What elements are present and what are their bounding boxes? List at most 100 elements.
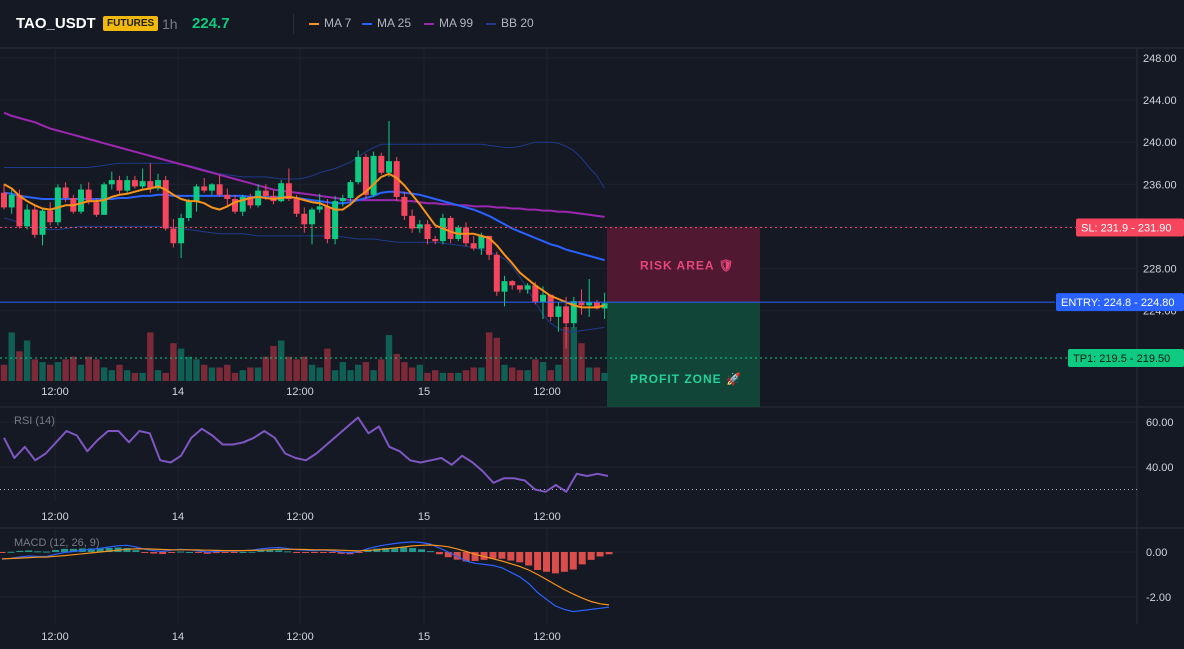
candle-body[interactable] [478,235,485,249]
volume-bar [562,327,570,381]
candle-body[interactable] [54,187,61,223]
candle-body[interactable] [185,201,192,218]
candle-body[interactable] [316,206,323,210]
macd-histogram-bar [525,552,533,566]
candle-body[interactable] [216,184,223,195]
tp1-tag-bg[interactable] [1068,348,1184,367]
candle-body[interactable] [155,180,161,189]
candle-body[interactable] [285,183,292,200]
candle-body[interactable] [424,224,431,240]
candle-body[interactable] [62,187,69,198]
candle-body[interactable] [201,186,208,191]
candle-body[interactable] [401,196,408,216]
volume-bar [62,359,69,381]
candle-body[interactable] [416,224,423,229]
candle-body[interactable] [493,254,500,292]
candle-body[interactable] [370,155,377,195]
candle-body[interactable] [116,180,123,191]
interval-selector[interactable]: 1h [162,16,178,32]
profit-zone[interactable] [607,302,760,407]
candle-body[interactable] [301,213,308,225]
price-tick-label: 240.00 [1143,137,1177,149]
candle-body[interactable] [208,184,215,191]
candle-body[interactable] [232,199,238,212]
candle-body[interactable] [16,194,23,227]
candle-body[interactable] [178,217,185,244]
macd-histogram-bar [132,550,140,552]
entry-tag-bg[interactable] [1056,293,1184,312]
candle-body[interactable] [447,217,454,240]
candle-body[interactable] [8,194,15,208]
candle-body[interactable] [347,182,354,198]
candle-body[interactable] [540,294,546,303]
candle-body[interactable] [516,285,523,290]
candle-body[interactable] [509,281,516,286]
macd-histogram-bar [159,552,167,555]
candle-body[interactable] [124,180,131,191]
candle-body[interactable] [278,183,285,202]
macd-histogram-bar [266,550,274,552]
candle-body[interactable] [247,196,254,206]
candle-body[interactable] [409,215,416,229]
candle-body[interactable] [432,239,439,242]
candle-body[interactable] [332,201,339,240]
candle-body[interactable] [24,209,31,227]
sl-tag-bg[interactable] [1076,218,1184,237]
candle-body[interactable] [131,180,138,187]
candle-body[interactable] [162,180,169,229]
candle-body[interactable] [147,181,154,189]
candle-body[interactable] [293,199,300,214]
macd-histogram-bar [177,551,185,553]
volume-bar [416,364,423,381]
rsi-tick-label: 40.00 [1146,462,1174,474]
candle-body[interactable] [570,301,577,324]
candle-body[interactable] [309,209,315,225]
candle-body[interactable] [555,306,562,317]
candle-body[interactable] [39,210,46,235]
candle-body[interactable] [139,181,146,187]
candle-body[interactable] [108,180,115,185]
candle-body[interactable] [563,306,570,324]
macd-histogram-bar [7,551,15,553]
candle-body[interactable] [47,210,54,223]
candle-body[interactable] [31,209,38,235]
candle-body[interactable] [1,192,7,208]
candle-body[interactable] [193,186,200,202]
legend-ma7[interactable]: MA 7 [309,16,351,30]
candle-body[interactable] [170,228,177,244]
macd-histogram-bar [257,550,265,552]
candle-body[interactable] [355,156,362,183]
symbol-title[interactable]: TAO_USDT [16,15,96,32]
volume-bar [455,372,462,381]
candle-body[interactable] [339,197,346,202]
candle-body[interactable] [593,302,600,309]
candle-body[interactable] [362,156,369,195]
candle-body[interactable] [378,155,385,173]
candle-body[interactable] [578,301,585,306]
volume-bar [278,340,285,381]
candle-body[interactable] [486,235,493,255]
candle-body[interactable] [532,285,539,303]
candle-body[interactable] [78,189,84,212]
candle-body[interactable] [224,194,231,200]
candle-body[interactable] [255,190,262,206]
candle-body[interactable] [524,285,531,290]
candle-body[interactable] [262,190,269,196]
macd-histogram-bar [141,552,149,553]
candle-body[interactable] [586,302,593,306]
legend-ma25[interactable]: MA 25 [362,16,411,30]
candle-body[interactable] [501,281,508,292]
candle-body[interactable] [93,202,100,215]
candle-body[interactable] [547,294,554,317]
legend-ma99[interactable]: MA 99 [424,16,473,30]
legend-bb20[interactable]: BB 20 [486,16,534,30]
candle-body[interactable] [239,196,246,212]
macd-histogram-bar [185,552,193,553]
candle-body[interactable] [85,189,92,203]
candle-body[interactable] [470,243,477,249]
risk-area-zone[interactable] [607,227,760,303]
candle-body[interactable] [386,161,392,173]
candle-body[interactable] [324,206,331,240]
candle-body[interactable] [463,227,469,244]
